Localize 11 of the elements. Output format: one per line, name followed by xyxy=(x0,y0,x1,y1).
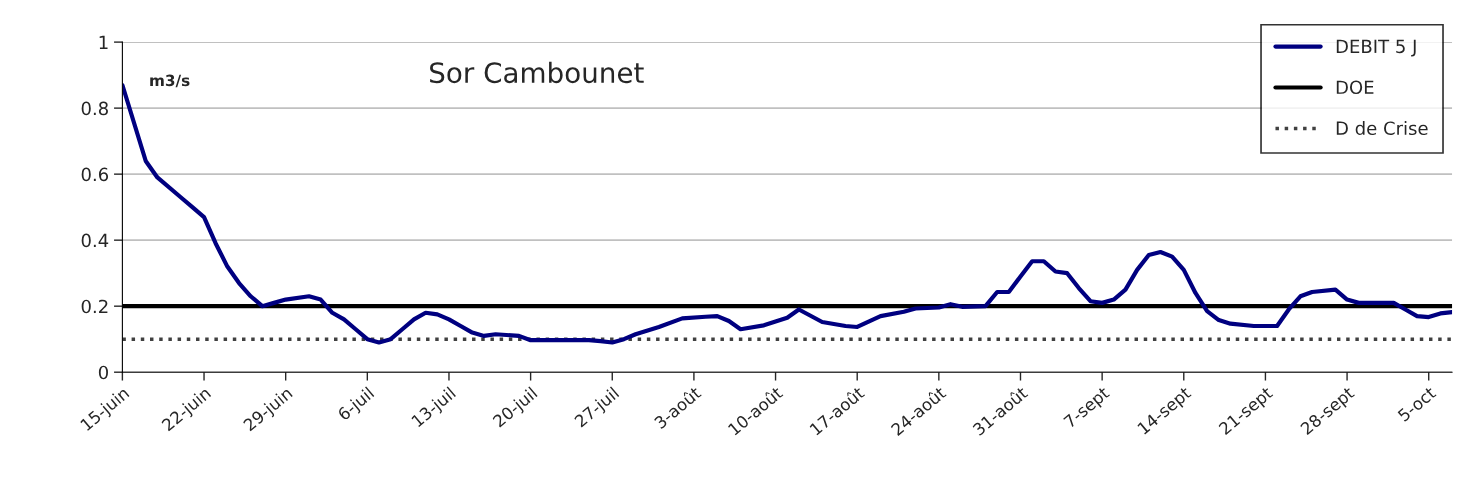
y-tick-label: 0.2 xyxy=(81,299,108,314)
y-tick-label: 0.4 xyxy=(81,233,109,248)
legend-label: D de Crise xyxy=(1336,121,1428,136)
legend-label: DEBIT 5 J xyxy=(1336,39,1416,57)
text: Sor Cambounet xyxy=(430,61,644,84)
y-tick-label: 0.6 xyxy=(81,167,109,182)
legend-label: DOE xyxy=(1336,80,1374,95)
y-tick-label: 0 xyxy=(98,365,108,380)
y-tick-label: 1 xyxy=(99,35,108,49)
y-tick-label: 0.8 xyxy=(81,101,108,116)
annotation: m3/s xyxy=(150,74,190,88)
